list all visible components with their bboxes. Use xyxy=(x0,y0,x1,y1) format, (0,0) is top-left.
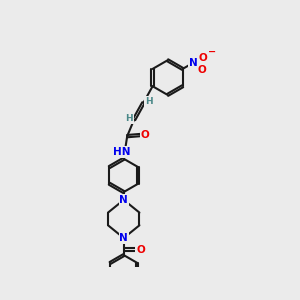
Text: HN: HN xyxy=(113,147,131,157)
Text: H: H xyxy=(125,114,133,123)
Text: O: O xyxy=(197,65,206,75)
Text: N: N xyxy=(119,195,128,205)
Text: N: N xyxy=(189,58,197,68)
Text: O: O xyxy=(198,53,207,63)
Text: O: O xyxy=(141,130,150,140)
Text: −: − xyxy=(208,47,216,57)
Text: N: N xyxy=(119,233,128,243)
Text: H: H xyxy=(145,97,152,106)
Text: O: O xyxy=(136,244,145,255)
